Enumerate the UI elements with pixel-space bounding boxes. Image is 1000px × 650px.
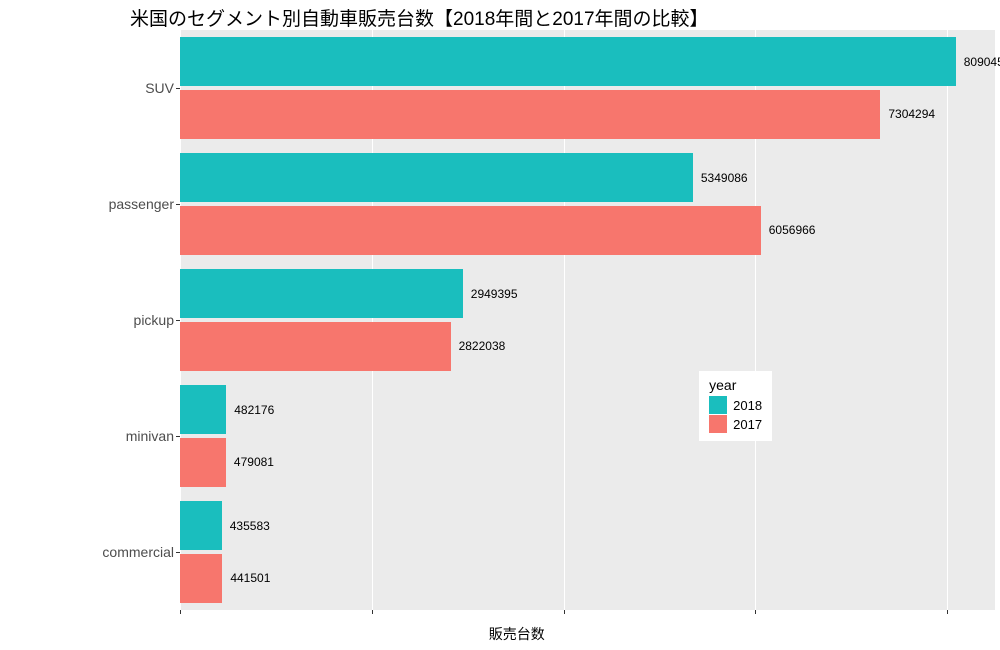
bar-2017 [180,554,222,603]
bar-value-label: 435583 [230,519,270,533]
bar-2017 [180,206,761,255]
x-tick-mark [947,610,948,614]
y-tick-label: SUV [145,80,174,96]
legend-swatch [709,415,727,433]
x-tick-mark [755,610,756,614]
y-tick-mark [176,552,180,553]
bar-2017 [180,322,451,371]
bar-2017 [180,90,880,139]
legend-item: 2018 [709,396,762,414]
chart-title: 米国のセグメント別自動車販売台数【2018年間と2017年間の比較】 [130,4,709,31]
y-tick-label: commercial [102,544,174,560]
y-tick-mark [176,204,180,205]
bar-value-label: 482176 [234,403,274,417]
legend-label: 2017 [733,417,762,432]
y-tick-label: minivan [126,428,174,444]
bar-value-label: 2822038 [459,339,506,353]
bar-2018 [180,385,226,434]
bar-2018 [180,501,222,550]
x-tick-mark [564,610,565,614]
bar-value-label: 2949395 [471,287,518,301]
legend-swatch [709,396,727,414]
bar-value-label: 7304294 [888,107,935,121]
y-tick-label: passenger [109,196,174,212]
bar-value-label: 5349086 [701,171,748,185]
legend-label: 2018 [733,398,762,413]
y-tick-label: pickup [134,312,174,328]
bar-2018 [180,37,956,86]
bar-2017 [180,438,226,487]
bar-2018 [180,153,693,202]
legend: year 2018 2017 [699,371,772,441]
y-tick-mark [176,436,180,437]
bar-2018 [180,269,463,318]
x-axis-label: 販売台数 [489,624,545,644]
y-tick-mark [176,320,180,321]
x-tick-mark [372,610,373,614]
x-tick-mark [180,610,181,614]
legend-item: 2017 [709,415,762,433]
gridline-vertical [947,30,948,610]
bar-value-label: 6056966 [769,223,816,237]
legend-title: year [709,377,762,393]
bar-value-label: 479081 [234,455,274,469]
plot-area: 8090452730429453490866056966294939528220… [180,30,995,610]
y-tick-mark [176,88,180,89]
bar-value-label: 441501 [230,571,270,585]
chart-container: 米国のセグメント別自動車販売台数【2018年間と2017年間の比較】 80904… [0,0,1000,650]
bar-value-label: 8090452 [964,55,1000,69]
